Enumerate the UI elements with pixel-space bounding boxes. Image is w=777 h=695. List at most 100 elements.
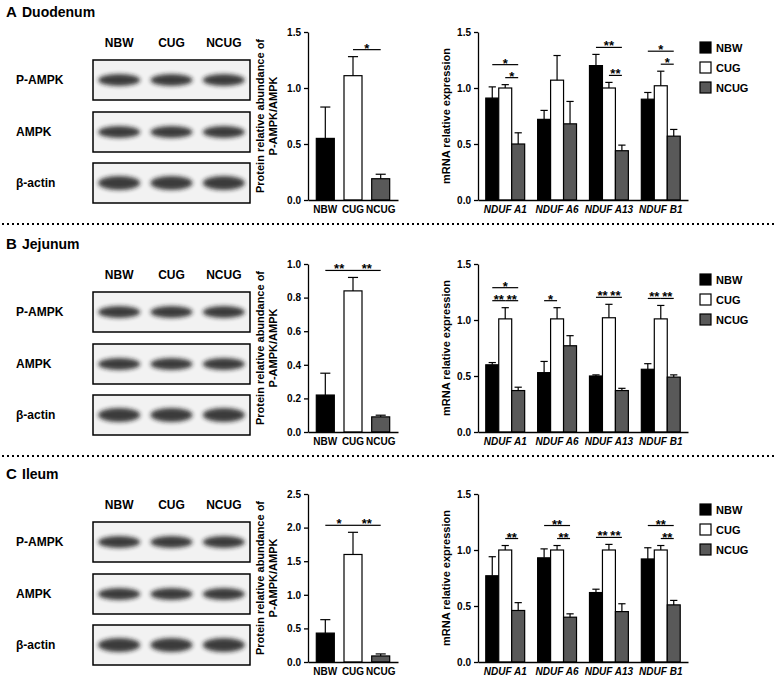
tick: NDUF B1 [639, 662, 683, 677]
error-cap [670, 374, 677, 375]
tick-mark [474, 432, 478, 433]
lane-label: NBW [105, 268, 134, 282]
blot-row-label: P-AMPK [16, 73, 64, 87]
blot-band [98, 588, 140, 600]
tick: 0.0 [287, 657, 308, 668]
plot-marks [486, 54, 680, 200]
bar [372, 656, 390, 662]
x-axis: NBWCUGNCUG [309, 200, 399, 215]
y-axis: 0.00.51.01.5 [287, 27, 308, 206]
blot-band [151, 176, 193, 190]
tick: NBW [313, 200, 337, 215]
error-stem [544, 110, 545, 119]
error-cap [592, 374, 599, 375]
blot-frame [93, 163, 250, 203]
error-cap [489, 362, 496, 363]
blot-band [151, 588, 193, 600]
error-cap [670, 600, 677, 601]
tick-mark [474, 32, 478, 33]
category-label: NBW [313, 666, 337, 677]
bar [344, 291, 362, 432]
chart: 0.00.20.40.60.81.0NBWCUGNCUGProtein rela… [254, 259, 399, 447]
tick-label: 1.5 [457, 259, 471, 270]
error-cap [320, 619, 330, 620]
bar [316, 138, 334, 200]
tick: 0.2 [287, 393, 308, 404]
significance-label: ** [649, 289, 660, 304]
axis-line [479, 662, 689, 663]
blot-frame [93, 112, 250, 152]
axis-title: mRNA relative expression [440, 280, 452, 416]
error-bar [592, 54, 599, 65]
blot-row-label: AMPK [16, 357, 52, 371]
error-bar [592, 375, 599, 376]
tick: 0.5 [457, 371, 478, 382]
error-stem [325, 373, 326, 395]
blot-band [203, 358, 245, 370]
bar [641, 559, 654, 662]
axis-title: Protein relative abundance of [254, 501, 266, 655]
blot-band [98, 536, 140, 548]
category-label: NDUF A13 [585, 204, 634, 215]
blot-frame [93, 395, 250, 435]
significance-label: * [364, 41, 370, 56]
error-bar [644, 92, 651, 99]
tick-mark [304, 432, 308, 433]
bar [564, 124, 577, 200]
tick-mark [304, 494, 308, 495]
error-cap [605, 544, 612, 545]
tick-mark [474, 606, 478, 607]
blot-band [151, 536, 193, 548]
error-bar [657, 71, 664, 86]
tick-mark [304, 297, 308, 298]
error-cap [657, 545, 664, 546]
bar [564, 617, 577, 662]
tick-mark [474, 494, 478, 495]
error-bar [515, 133, 522, 144]
error-stem [647, 548, 648, 559]
error-stem [569, 101, 570, 123]
bar [486, 576, 499, 662]
tick-mark [304, 88, 308, 89]
error-bar [553, 56, 560, 81]
error-cap [553, 55, 560, 56]
bar [316, 395, 334, 432]
bar [589, 66, 602, 200]
error-bar [605, 304, 612, 317]
error-stem [518, 603, 519, 611]
tick-label: 0.0 [457, 427, 471, 438]
error-bar [320, 620, 330, 633]
error-stem [660, 546, 661, 550]
bar [551, 80, 564, 200]
blot-row-label: P-AMPK [16, 305, 64, 319]
tick: NCUG [366, 662, 396, 677]
tick-mark [304, 331, 308, 332]
axis-line [479, 432, 689, 433]
legend-label: NCUG [716, 544, 748, 556]
tick: 0.0 [457, 657, 478, 668]
error-cap [376, 415, 386, 416]
blot-band [151, 408, 193, 422]
legend-swatch [700, 62, 711, 73]
error-bar [515, 387, 522, 390]
tick: NDUF A1 [484, 432, 527, 447]
bar [602, 318, 615, 432]
error-cap [553, 307, 560, 308]
error-cap [540, 361, 547, 362]
axis-line [309, 662, 399, 663]
row-separator [2, 223, 775, 225]
legend-label: NCUG [716, 82, 748, 94]
error-cap [320, 373, 330, 374]
tick-label: 1.0 [457, 315, 471, 326]
tick-mark [304, 628, 308, 629]
error-stem [647, 92, 648, 99]
significance-label: * [503, 56, 509, 71]
error-cap [618, 145, 625, 146]
tick-label: 0.0 [287, 657, 301, 668]
tick: 0.4 [287, 360, 308, 371]
blot-frame [93, 522, 250, 562]
lane-label: CUG [158, 498, 185, 512]
tick: NDUF B1 [639, 200, 683, 215]
tick: NCUG [366, 200, 396, 215]
significance-label: ** [558, 530, 569, 545]
